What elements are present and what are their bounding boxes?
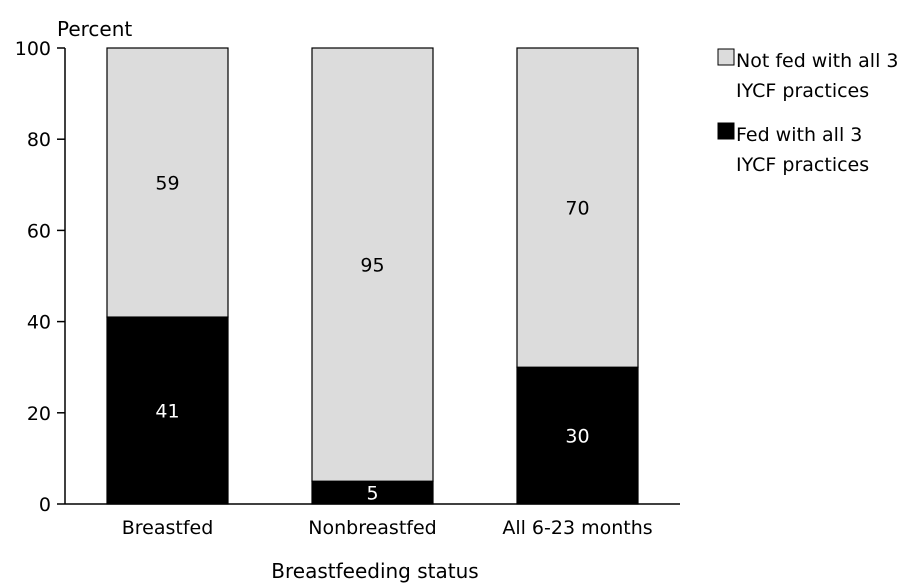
bars: 41 59 5 95 30 70 [106,47,639,505]
legend-label: Not fed with all 3 [736,50,898,72]
legend-label: IYCF practices [736,80,869,102]
legend-label: IYCF practices [736,154,869,176]
legend-swatch [717,122,735,140]
y-axis-title: Percent [57,17,132,41]
y-tick-label: 0 [39,494,51,516]
data-label: 5 [366,483,378,505]
legend-label: Fed with all 3 [736,124,862,146]
bar-segment [311,47,434,482]
y-tick-label: 60 [27,220,51,242]
bar-segment [106,47,229,318]
x-tick-label: All 6-23 months [502,517,652,539]
legend-swatch [717,48,735,66]
bar-segment [516,366,639,505]
data-label: 95 [360,255,384,277]
data-label: 41 [155,401,179,423]
y-axis: 0 20 40 60 80 100 [15,38,66,516]
y-tick-label: 20 [27,403,51,425]
x-axis-title: Breastfeeding status [271,559,478,583]
x-tick-label: Nonbreastfed [308,517,436,539]
legend: Not fed with all 3 IYCF practices Fed with… [717,48,898,176]
data-label: 70 [565,198,589,220]
data-label: 59 [155,173,179,195]
bar-segment [516,47,639,368]
x-axis: Breastfed Nonbreastfed All 6-23 months [65,503,680,539]
x-tick-label: Breastfed [122,517,214,539]
data-label: 30 [565,426,589,448]
y-tick-label: 80 [27,129,51,151]
y-tick-label: 40 [27,312,51,334]
y-tick-label: 100 [15,38,51,60]
